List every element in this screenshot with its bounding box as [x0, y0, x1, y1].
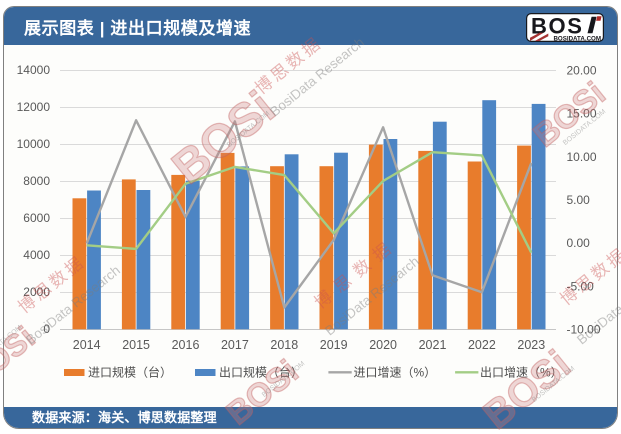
svg-text:15.00: 15.00	[567, 107, 597, 121]
svg-text:BOSIDATA.COM: BOSIDATA.COM	[553, 35, 601, 42]
svg-text:4000: 4000	[23, 248, 50, 262]
svg-text:2023: 2023	[517, 338, 545, 352]
svg-text:10000: 10000	[17, 137, 51, 151]
svg-text:2016: 2016	[172, 338, 200, 352]
svg-text:12000: 12000	[17, 100, 51, 114]
svg-text:2017: 2017	[221, 338, 249, 352]
svg-text:10.00: 10.00	[567, 150, 597, 164]
svg-text:6000: 6000	[23, 211, 50, 225]
svg-text:20.00: 20.00	[567, 64, 597, 78]
svg-text:2021: 2021	[419, 338, 447, 352]
svg-text:2022: 2022	[468, 338, 496, 352]
svg-text:进口规模（台）: 进口规模（台）	[88, 365, 172, 380]
svg-text:-5.00: -5.00	[567, 279, 595, 293]
svg-text:2014: 2014	[73, 338, 101, 352]
svg-text:出口增速（%）: 出口增速（%）	[480, 366, 563, 380]
svg-text:-10.00: -10.00	[567, 323, 601, 337]
svg-text:0.00: 0.00	[567, 236, 591, 250]
svg-text:2020: 2020	[369, 338, 397, 352]
svg-text:0: 0	[43, 322, 50, 336]
svg-text:2018: 2018	[270, 338, 298, 352]
svg-text:8000: 8000	[23, 174, 50, 188]
svg-text:2000: 2000	[23, 285, 50, 299]
svg-text:2015: 2015	[122, 338, 150, 352]
svg-text:进口增速（%）: 进口增速（%）	[354, 366, 437, 380]
svg-text:5.00: 5.00	[567, 193, 591, 207]
svg-text:2019: 2019	[320, 338, 348, 352]
svg-text:14000: 14000	[17, 63, 51, 77]
svg-text:出口规模（台）: 出口规模（台）	[219, 365, 303, 380]
